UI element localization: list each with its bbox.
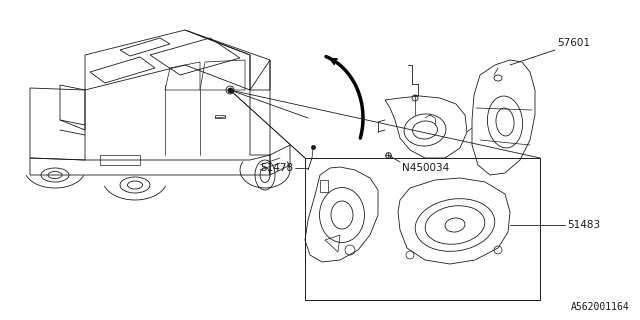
Bar bbox=[215, 115, 225, 118]
Bar bbox=[100, 155, 140, 165]
Text: 51483: 51483 bbox=[567, 220, 600, 230]
Text: A562001164: A562001164 bbox=[572, 302, 630, 312]
Bar bbox=[305, 158, 540, 300]
Text: 51478: 51478 bbox=[260, 163, 293, 173]
Text: N450034: N450034 bbox=[402, 163, 449, 173]
Text: 57601: 57601 bbox=[557, 38, 590, 48]
Bar bbox=[320, 180, 328, 192]
